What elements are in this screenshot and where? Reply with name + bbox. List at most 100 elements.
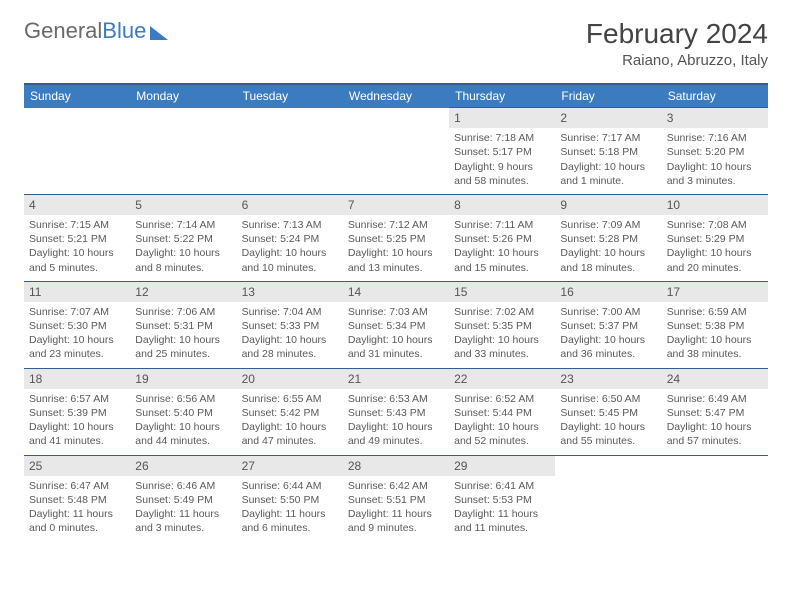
logo: GeneralBlue [24,18,168,44]
day-cell: 2 Sunrise: 7:17 AMSunset: 5:18 PMDaylight… [555,108,661,195]
day-number: 8 [449,195,555,215]
day-number: 11 [24,282,130,302]
day-details: Sunrise: 7:08 AMSunset: 5:29 PMDaylight:… [667,218,763,275]
calendar-head: SundayMondayTuesdayWednesdayThursdayFrid… [24,84,768,108]
day-number: 21 [343,369,449,389]
day-number: 4 [24,195,130,215]
day-number: 28 [343,456,449,476]
day-number: 18 [24,369,130,389]
day-cell: 23Sunrise: 6:50 AMSunset: 5:45 PMDayligh… [555,368,661,455]
day-cell: 15Sunrise: 7:02 AMSunset: 5:35 PMDayligh… [449,281,555,368]
day-details: Sunrise: 6:56 AMSunset: 5:40 PMDaylight:… [135,392,231,449]
day-header: Sunday [24,84,130,108]
day-number: 1 [449,108,555,128]
day-number: 10 [662,195,768,215]
empty-cell [343,108,449,195]
day-cell: 20 Sunrise: 6:55 AMSunset: 5:42 PMDayligh… [237,368,343,455]
logo-text-blue: Blue [102,18,146,43]
day-number: 26 [130,456,236,476]
day-number: 5 [130,195,236,215]
day-header: Monday [130,84,236,108]
day-details: Sunrise: 6:42 AMSunset: 5:51 PMDaylight:… [348,479,444,536]
day-details: Sunrise: 7:09 AMSunset: 5:28 PMDaylight:… [560,218,656,275]
day-header: Friday [555,84,661,108]
day-details: Sunrise: 6:53 AMSunset: 5:43 PMDaylight:… [348,392,444,449]
day-cell: 27 Sunrise: 6:44 AMSunset: 5:50 PMDayligh… [237,455,343,541]
logo-text-general: General [24,18,102,43]
day-details: Sunrise: 7:11 AMSunset: 5:26 PMDaylight:… [454,218,550,275]
day-details: Sunrise: 6:55 AMSunset: 5:42 PMDaylight:… [242,392,338,449]
day-number: 24 [662,369,768,389]
day-cell: 24 Sunrise: 6:49 AMSunset: 5:47 PMDayligh… [662,368,768,455]
day-details: Sunrise: 6:41 AMSunset: 5:53 PMDaylight:… [454,479,550,536]
day-header: Tuesday [237,84,343,108]
calendar-body: 1 Sunrise: 7:18 AMSunset: 5:17 PMDaylight… [24,108,768,542]
calendar-row: 1 Sunrise: 7:18 AMSunset: 5:17 PMDaylight… [24,108,768,195]
day-details: Sunrise: 7:03 AMSunset: 5:34 PMDaylight:… [348,305,444,362]
day-details: Sunrise: 7:13 AMSunset: 5:24 PMDaylight:… [242,218,338,275]
day-details: Sunrise: 6:46 AMSunset: 5:49 PMDaylight:… [135,479,231,536]
day-cell: 26 Sunrise: 6:46 AMSunset: 5:49 PMDayligh… [130,455,236,541]
day-cell: 5Sunrise: 7:14 AMSunset: 5:22 PMDaylight… [130,194,236,281]
day-number: 2 [555,108,661,128]
day-header: Thursday [449,84,555,108]
logo-sail-icon [150,26,168,40]
day-cell: 6 Sunrise: 7:13 AMSunset: 5:24 PMDaylight… [237,194,343,281]
day-number: 13 [237,282,343,302]
day-details: Sunrise: 7:15 AMSunset: 5:21 PMDaylight:… [29,218,125,275]
day-number: 16 [555,282,661,302]
day-cell: 21 Sunrise: 6:53 AMSunset: 5:43 PMDayligh… [343,368,449,455]
empty-cell [130,108,236,195]
calendar-row: 18 Sunrise: 6:57 AMSunset: 5:39 PMDayligh… [24,368,768,455]
day-number: 14 [343,282,449,302]
day-cell: 25Sunrise: 6:47 AMSunset: 5:48 PMDayligh… [24,455,130,541]
day-details: Sunrise: 6:57 AMSunset: 5:39 PMDaylight:… [29,392,125,449]
day-cell: 14 Sunrise: 7:03 AMSunset: 5:34 PMDayligh… [343,281,449,368]
day-number: 6 [237,195,343,215]
day-cell: 13 Sunrise: 7:04 AMSunset: 5:33 PMDayligh… [237,281,343,368]
day-details: Sunrise: 6:59 AMSunset: 5:38 PMDaylight:… [667,305,763,362]
day-number: 29 [449,456,555,476]
day-cell: 16 Sunrise: 7:00 AMSunset: 5:37 PMDayligh… [555,281,661,368]
day-number: 20 [237,369,343,389]
day-cell: 17 Sunrise: 6:59 AMSunset: 5:38 PMDayligh… [662,281,768,368]
day-details: Sunrise: 7:18 AMSunset: 5:17 PMDaylight:… [454,131,550,188]
day-details: Sunrise: 6:44 AMSunset: 5:50 PMDaylight:… [242,479,338,536]
day-number: 22 [449,369,555,389]
day-details: Sunrise: 6:49 AMSunset: 5:47 PMDaylight:… [667,392,763,449]
day-details: Sunrise: 7:06 AMSunset: 5:31 PMDaylight:… [135,305,231,362]
calendar-row: 4 Sunrise: 7:15 AMSunset: 5:21 PMDaylight… [24,194,768,281]
calendar-table: SundayMondayTuesdayWednesdayThursdayFrid… [24,83,768,541]
day-details: Sunrise: 7:00 AMSunset: 5:37 PMDaylight:… [560,305,656,362]
day-number: 23 [555,369,661,389]
day-cell: 12Sunrise: 7:06 AMSunset: 5:31 PMDayligh… [130,281,236,368]
day-cell: 8 Sunrise: 7:11 AMSunset: 5:26 PMDaylight… [449,194,555,281]
day-cell: 22 Sunrise: 6:52 AMSunset: 5:44 PMDayligh… [449,368,555,455]
calendar-row: 11 Sunrise: 7:07 AMSunset: 5:30 PMDayligh… [24,281,768,368]
day-details: Sunrise: 7:17 AMSunset: 5:18 PMDaylight:… [560,131,656,188]
day-header: Wednesday [343,84,449,108]
day-details: Sunrise: 7:12 AMSunset: 5:25 PMDaylight:… [348,218,444,275]
day-number: 17 [662,282,768,302]
day-number: 19 [130,369,236,389]
month-title: February 2024 [586,18,768,50]
day-number: 3 [662,108,768,128]
day-details: Sunrise: 7:04 AMSunset: 5:33 PMDaylight:… [242,305,338,362]
day-details: Sunrise: 6:47 AMSunset: 5:48 PMDaylight:… [29,479,125,536]
day-cell: 28 Sunrise: 6:42 AMSunset: 5:51 PMDayligh… [343,455,449,541]
title-block: February 2024 Raiano, Abruzzo, Italy [586,18,768,69]
day-details: Sunrise: 7:07 AMSunset: 5:30 PMDaylight:… [29,305,125,362]
day-cell: 4 Sunrise: 7:15 AMSunset: 5:21 PMDaylight… [24,194,130,281]
empty-cell [237,108,343,195]
empty-cell [662,455,768,541]
day-number: 9 [555,195,661,215]
day-cell: 9 Sunrise: 7:09 AMSunset: 5:28 PMDaylight… [555,194,661,281]
logo-text: GeneralBlue [24,18,146,44]
header: GeneralBlue February 2024 Raiano, Abruzz… [24,18,768,69]
day-details: Sunrise: 6:52 AMSunset: 5:44 PMDaylight:… [454,392,550,449]
day-number: 27 [237,456,343,476]
calendar-row: 25Sunrise: 6:47 AMSunset: 5:48 PMDayligh… [24,455,768,541]
day-cell: 1 Sunrise: 7:18 AMSunset: 5:17 PMDaylight… [449,108,555,195]
day-number: 15 [449,282,555,302]
empty-cell [555,455,661,541]
